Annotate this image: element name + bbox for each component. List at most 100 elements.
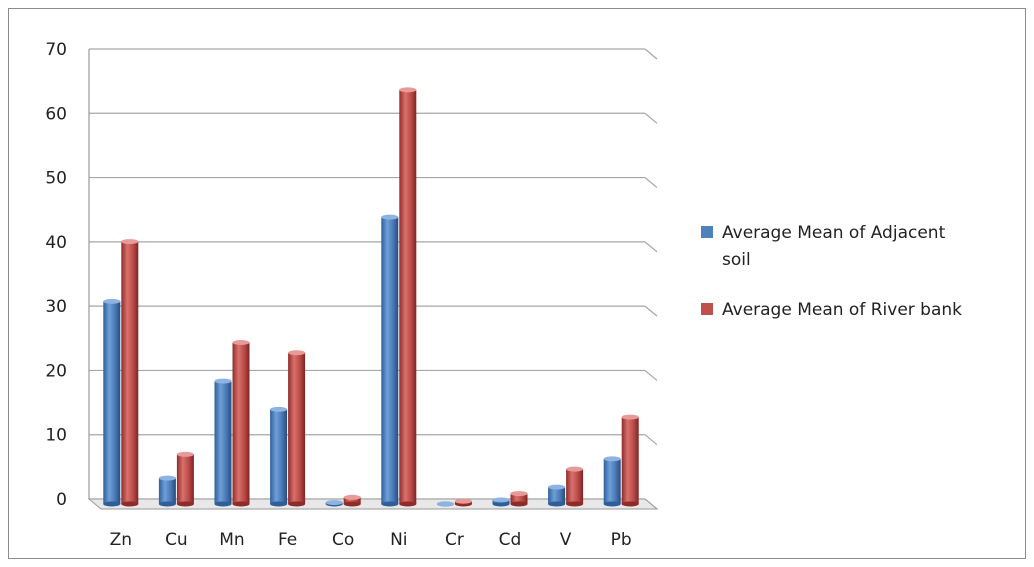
bar (510, 491, 528, 507)
bar (176, 451, 194, 507)
bar-base (288, 501, 306, 507)
bar-base (621, 501, 639, 507)
legend-swatch (701, 226, 713, 238)
bar-body (399, 89, 417, 504)
x-tick-label: Cd (499, 530, 522, 550)
bar-base (103, 501, 121, 507)
y-tick-label: 50 (45, 169, 67, 189)
bar (566, 466, 584, 507)
bar (288, 350, 306, 507)
x-tick-label: V (560, 530, 572, 550)
x-tick-label: Co (332, 530, 354, 550)
bar-top (103, 298, 121, 304)
bar-top (214, 378, 232, 384)
bar-body (176, 454, 194, 504)
legend-item: Average Mean of River bank (701, 300, 962, 320)
bar (103, 298, 121, 507)
gridline-depth (644, 305, 658, 317)
bar-body (103, 301, 121, 504)
gridline-depth (644, 369, 658, 381)
bar-base (121, 501, 139, 507)
bar-base (510, 501, 528, 507)
gridline-depth (644, 48, 658, 60)
bar-base (232, 501, 250, 507)
bar-base (399, 501, 417, 507)
bar-body (621, 417, 639, 504)
legend-swatch (701, 303, 713, 315)
gridline-depth (644, 434, 658, 446)
bar (270, 406, 288, 507)
bar-body (548, 487, 566, 504)
bar-base (270, 501, 288, 507)
bar-body (214, 381, 232, 504)
x-tick-label: Pb (611, 530, 632, 550)
bar-top (176, 451, 194, 457)
bar-base (603, 501, 621, 507)
bar-top (270, 406, 288, 412)
y-tick-label: 30 (45, 297, 67, 317)
legend-item: Average Mean of Adjacent soil (701, 223, 946, 270)
bar (621, 414, 639, 507)
bar (603, 456, 621, 507)
bar (214, 378, 232, 507)
x-tick-label: Cr (445, 530, 464, 550)
legend-label: Average Mean of Adjacent (722, 223, 946, 243)
gridline-depth (644, 112, 658, 124)
bar-base (566, 501, 584, 507)
bar-body (288, 352, 306, 504)
bar-top (436, 501, 454, 507)
y-tick-label: 0 (56, 490, 67, 510)
bar (436, 501, 454, 507)
bar-top (158, 475, 176, 481)
bar-body (603, 458, 621, 504)
bar-top (548, 484, 566, 490)
bar-top (492, 497, 510, 503)
x-tick-label: Ni (390, 530, 407, 550)
bar-body (510, 493, 528, 504)
bar-body (566, 469, 584, 504)
bar-body (158, 478, 176, 504)
y-tick-label: 70 (45, 40, 67, 60)
bar-base (381, 501, 399, 507)
x-tick-label: Mn (219, 530, 244, 550)
bar (381, 214, 399, 507)
bar (399, 87, 417, 507)
bar-top (454, 498, 472, 504)
chart-area: 0 10 20 30 40 50 60 70 Zn Cu Mn Fe Co Ni Cr Cd V Pb Aver… (8, 8, 1026, 559)
bar-top (288, 350, 306, 356)
bar (492, 497, 510, 507)
bar-base (214, 501, 232, 507)
legend-label: soil (722, 250, 751, 270)
bar-top (325, 500, 343, 506)
y-tick-label: 60 (45, 104, 67, 124)
bar-body (381, 217, 399, 504)
bar (343, 494, 361, 507)
x-tick-label: Fe (278, 530, 297, 550)
gridline-depth (644, 241, 658, 253)
bar-top (566, 466, 584, 472)
bar (121, 239, 139, 507)
bar-top (381, 214, 399, 220)
bar-base (158, 501, 176, 507)
bar-top (343, 494, 361, 500)
bar-chart: 0 10 20 30 40 50 60 70 Zn Cu Mn Fe Co Ni Cr Cd V Pb Aver… (45, 40, 962, 550)
bar-base (492, 501, 510, 507)
x-tick-label: Cu (165, 530, 188, 550)
bar-top (232, 340, 250, 345)
bar-base (176, 501, 194, 507)
bar-base (343, 501, 361, 507)
bar-top (603, 456, 621, 462)
y-tick-label: 20 (45, 361, 67, 381)
bar (325, 500, 343, 507)
bar-base (548, 501, 566, 507)
bar-body (232, 342, 250, 504)
bar-top (510, 491, 528, 497)
bar-body (270, 409, 288, 504)
bar-body (343, 497, 361, 504)
bar-body (121, 241, 139, 505)
gridline-depth (644, 177, 658, 189)
y-tick-label: 40 (45, 233, 67, 253)
legend-label: Average Mean of River bank (722, 300, 962, 320)
bar (548, 484, 566, 507)
bar-top (121, 239, 139, 245)
